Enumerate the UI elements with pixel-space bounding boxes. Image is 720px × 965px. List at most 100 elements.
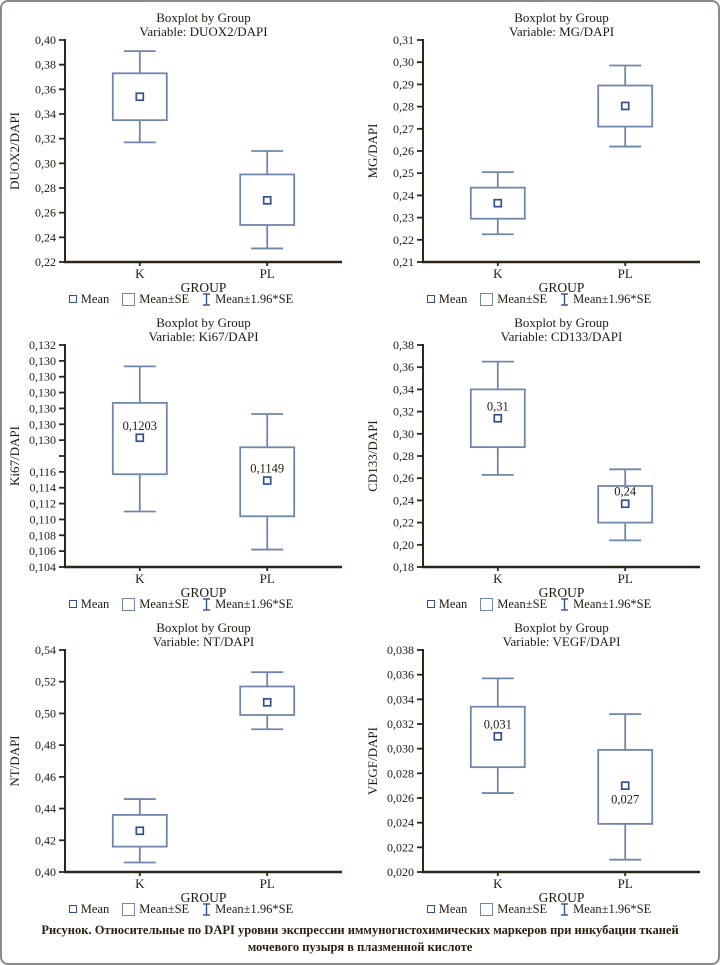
y-tick-label: 0,32 [35, 132, 56, 146]
legend-item: Mean±SE [480, 597, 547, 611]
y-tick-label: 0,28 [35, 181, 56, 195]
y-tick-label: 0,130 [29, 401, 56, 415]
whisker-icon [560, 902, 569, 916]
legend-label: Mean [438, 597, 468, 611]
legend-item: Mean±SE [122, 902, 189, 916]
legend-item: Mean [426, 292, 467, 306]
legend-item: Mean [426, 902, 467, 916]
legend: Mean Mean±SE Mean±1.96*SE [360, 292, 718, 306]
chart-title: Boxplot by Group [514, 10, 609, 25]
whiskers [609, 468, 642, 542]
y-tick-label: 0,26 [393, 144, 414, 158]
se-box [239, 173, 296, 226]
y-tick-label: 0,28 [393, 449, 414, 463]
mean-marker [135, 92, 145, 102]
whiskers [251, 671, 284, 731]
mean-marker [493, 413, 503, 423]
chart-subtitle: Variable: NT/DAPI [153, 634, 254, 649]
y-tick-label: 0,24 [393, 188, 414, 202]
y-tick-label: 0,22 [35, 255, 56, 269]
legend-item: Mean±1.96*SE [560, 902, 651, 916]
y-axis-title: DUOX2/DAPI [7, 112, 22, 190]
legend-label: Mean±SE [139, 597, 190, 611]
whiskers [123, 365, 156, 513]
legend-label: Mean±SE [139, 292, 190, 306]
box-group-K [111, 798, 168, 876]
boxplot-panel-cd133-dapi: Boxplot by Group Variable: CD133/DAPI 0,38… [360, 307, 718, 612]
legend-item: Mean±1.96*SE [202, 292, 293, 306]
y-tick-label: 0,25 [393, 166, 414, 180]
y-tick-label: 0,130 [29, 417, 56, 431]
y-tick-label: 0,52 [35, 675, 56, 689]
y-tick-label: 0,29 [393, 77, 414, 91]
whiskers [481, 360, 514, 476]
y-tick-label: 0,034 [387, 692, 414, 706]
y-tick-label: 0,130 [29, 386, 56, 400]
whiskers [481, 171, 514, 236]
whiskers [251, 150, 284, 250]
y-tick-label: 0,28 [393, 100, 414, 114]
y-tick-label: 0,50 [35, 706, 56, 720]
boxplot-panel-duox2-dapi: Boxplot by Group Variable: DUOX2/DAPI 0,40… [2, 2, 360, 307]
legend-label: Mean±SE [497, 597, 548, 611]
axes [417, 344, 700, 569]
x-axis-title: GROUP [181, 280, 227, 294]
y-tick-label: 0,48 [35, 738, 56, 752]
mean-marker [620, 499, 630, 509]
legend-item: Mean [68, 902, 109, 916]
y-tick-label: 0,27 [393, 122, 414, 136]
box-group-K [111, 50, 168, 266]
chart-title: Boxplot by Group [514, 315, 609, 330]
x-category-label: PL [260, 571, 275, 586]
y-tick-label: 0,22 [393, 233, 414, 247]
mean-marker-icon [426, 295, 435, 303]
legend-item: Mean [426, 597, 468, 611]
chart-subtitle: Variable: MG/DAPI [509, 24, 614, 39]
y-tick-label: 0,20 [393, 538, 414, 552]
mean-marker [620, 101, 630, 111]
se-box-icon [480, 597, 494, 611]
legend: Mean Mean±SE Mean±1.96*SE [360, 597, 718, 611]
chart-subtitle: Variable: Ki67/DAPI [148, 329, 258, 344]
y-tick-label: 0,130 [29, 433, 56, 447]
legend-label: Mean±1.96*SE [573, 292, 652, 306]
x-category-label: K [493, 266, 503, 281]
legend-item: Mean±1.96*SE [560, 292, 651, 306]
mean-value-label: 0,031 [484, 717, 512, 731]
y-tick-label: 0,132 [29, 338, 56, 352]
se-box-icon [122, 292, 136, 306]
y-tick-label: 0,36 [393, 360, 414, 374]
legend-item: Mean [68, 597, 110, 611]
axes [59, 344, 342, 569]
mean-marker [262, 195, 272, 205]
y-tick-label: 0,23 [393, 211, 414, 225]
legend-item: Mean±SE [122, 597, 189, 611]
y-tick-label: 0,40 [35, 865, 56, 879]
legend-item: Mean±1.96*SE [560, 597, 651, 611]
y-tick-label: 0,46 [35, 770, 56, 784]
y-tick-label: 0,114 [29, 481, 56, 495]
y-tick-label: 0,24 [393, 493, 414, 507]
x-category-label: K [135, 876, 145, 891]
se-box-icon [122, 902, 136, 916]
x-axis-title: GROUP [181, 890, 227, 904]
whisker-icon [560, 292, 569, 306]
mean-marker [135, 433, 145, 443]
legend-label: Mean [80, 597, 110, 611]
x-category-label: K [135, 571, 145, 586]
boxplot-panel-mg-dapi: Boxplot by Group Variable: MG/DAPI 0,31 0,3… [360, 2, 718, 307]
y-tick-label: 0,42 [35, 833, 56, 847]
y-tick-label: 0,26 [393, 471, 414, 485]
chart-subtitle: Variable: DUOX2/DAPI [139, 24, 267, 39]
y-tick-label: 0,116 [29, 465, 56, 479]
y-tick-label: 0,40 [35, 33, 56, 47]
y-tick-label: 0,038 [387, 643, 414, 657]
legend-label: Mean±SE [497, 292, 548, 306]
chart-subtitle: Variable: CD133/DAPI [501, 329, 623, 344]
mean-marker [620, 781, 630, 791]
y-tick-label: 0,36 [35, 82, 56, 96]
